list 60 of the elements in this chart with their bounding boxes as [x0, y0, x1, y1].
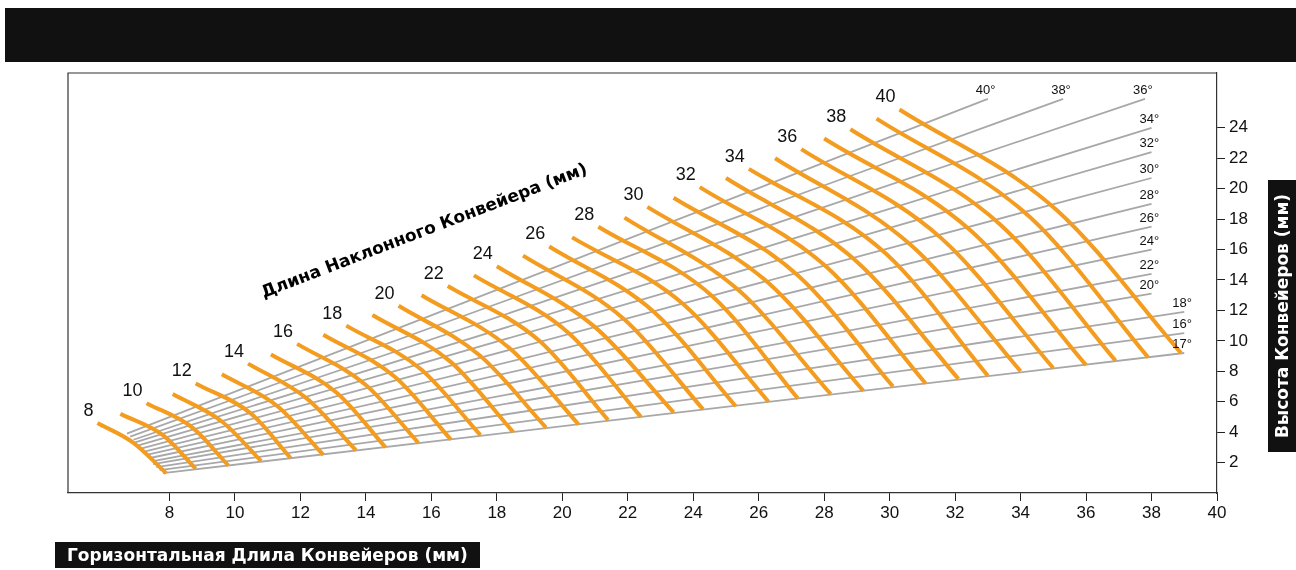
x-tick-label: 16 — [421, 502, 441, 522]
y-tick-label: 22 — [1229, 147, 1248, 167]
x-tick-label: 30 — [880, 502, 900, 522]
series-label: 40° — [975, 81, 996, 97]
series-label: 28 — [574, 203, 595, 224]
series-label: 34 — [724, 145, 745, 166]
x-tick-label: 10 — [225, 502, 245, 522]
x-tick-label: 40 — [1207, 502, 1227, 522]
y-tick-label: 6 — [1229, 391, 1239, 411]
y-tick-label: 20 — [1229, 178, 1248, 198]
x-tick-label: 12 — [290, 502, 310, 522]
y-tick-label: 4 — [1229, 421, 1239, 441]
series-label: 14 — [224, 340, 245, 361]
series-label: 38 — [826, 106, 847, 127]
series-label: 34° — [1139, 110, 1160, 126]
x-tick-label: 22 — [618, 502, 638, 522]
series-label: 36° — [1132, 81, 1153, 97]
x-tick-label: 8 — [164, 502, 175, 522]
series-label: 17° — [1172, 336, 1192, 352]
x-tick-label: 24 — [683, 502, 703, 522]
series-label: 10 — [122, 380, 143, 401]
x-tick-label: 14 — [356, 502, 376, 522]
y-tick-label: 18 — [1229, 208, 1248, 228]
x-tick-label: 26 — [749, 502, 769, 522]
x-tick-label: 20 — [552, 502, 572, 522]
y-tick-label: 2 — [1229, 452, 1239, 472]
x-tick-label: 32 — [945, 502, 965, 522]
x-tick-label: 18 — [487, 502, 507, 522]
series-label: 20° — [1139, 276, 1160, 292]
series-label: 32° — [1139, 135, 1160, 151]
series-label: 26° — [1139, 209, 1160, 225]
series-label: 20 — [374, 282, 395, 303]
y-tick-label: 24 — [1229, 117, 1248, 137]
series-label: 40 — [875, 86, 896, 107]
x-tick-label: 36 — [1076, 502, 1096, 522]
x-axis-title: Горизонтальная Длила Конвейеров (мм) — [55, 542, 480, 568]
x-tick-label: 34 — [1011, 502, 1031, 522]
y-tick-label: 14 — [1229, 269, 1248, 289]
series-label: 36 — [777, 126, 798, 147]
series-label: 30° — [1139, 161, 1160, 177]
y-tick-label: 16 — [1229, 239, 1248, 259]
series-label: 22° — [1139, 256, 1160, 272]
x-tick-label: 38 — [1142, 502, 1161, 522]
y-tick-label: 10 — [1229, 330, 1248, 350]
y-axis-title: Высота Конвейеров (мм) — [1272, 193, 1292, 439]
series-label: 24 — [472, 243, 493, 264]
series-label: 8 — [83, 399, 94, 420]
series-label: 16 — [273, 320, 294, 341]
series-label: 18 — [322, 302, 343, 323]
series-label: 16° — [1172, 316, 1192, 332]
series-label: 24° — [1139, 232, 1160, 248]
series-label: 18° — [1172, 294, 1192, 310]
series-label: 30 — [623, 183, 644, 204]
series-label: 12 — [171, 360, 192, 381]
x-tick-label: 28 — [814, 502, 834, 522]
series-label: 32 — [675, 164, 696, 185]
series-label: 38° — [1051, 81, 1071, 97]
series-label: 28° — [1139, 186, 1160, 202]
y-tick-label: 8 — [1229, 360, 1239, 380]
y-tick-label: 12 — [1229, 300, 1248, 320]
